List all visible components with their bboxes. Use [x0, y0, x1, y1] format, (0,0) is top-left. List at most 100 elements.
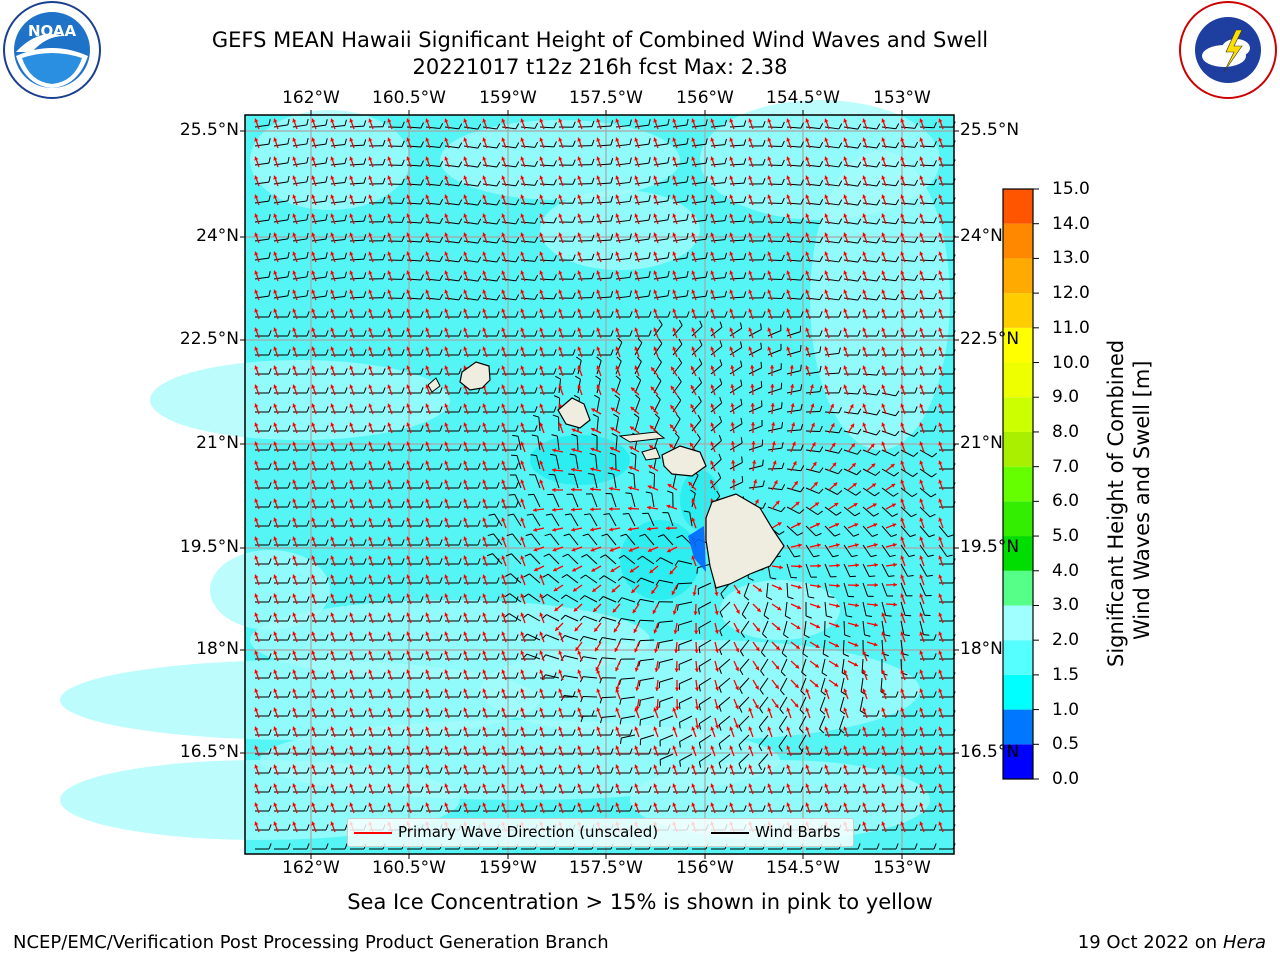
wave-direction-arrowhead: [577, 118, 582, 123]
wave-direction-arrowhead: [805, 308, 810, 313]
wind-barb: [779, 696, 788, 710]
wind-barb: [881, 411, 896, 417]
wave-direction-arrowhead: [349, 498, 354, 503]
wind-barb-tick: [553, 293, 557, 300]
wind-barb: [667, 512, 674, 527]
wind-barb: [653, 276, 668, 280]
wind-barb-tick: [477, 123, 482, 130]
wind-barb-tick: [325, 539, 329, 546]
wind-barb: [672, 162, 687, 166]
wave-direction-arrowhead: [854, 543, 859, 548]
wave-direction-arrowhead: [881, 156, 886, 161]
wind-barb-tick: [496, 349, 500, 356]
wind-barb-tick: [382, 501, 386, 508]
wave-direction-arrowhead: [558, 631, 563, 636]
wind-barb: [805, 487, 820, 494]
wave-direction-arrowhead: [387, 498, 392, 503]
wave-direction-arrowhead: [330, 308, 335, 313]
wind-barb-tick: [268, 330, 272, 337]
wind-barb-tick: [306, 406, 310, 413]
wind-barb-tick: [439, 349, 443, 356]
wind-barb-tick: [534, 691, 538, 698]
wind-barb-tick: [591, 253, 595, 260]
wave-direction-arrowhead: [748, 232, 753, 237]
wave-direction-arrowhead: [653, 213, 658, 218]
wind-barb-tick: [382, 672, 386, 679]
wave-direction-arrowhead: [767, 251, 772, 256]
wind-barb: [615, 257, 630, 261]
wind-barb-tick: [676, 413, 681, 420]
wave-direction-arrowhead: [596, 384, 601, 389]
wave-direction-arrowhead: [501, 251, 506, 256]
wave-direction-arrowhead: [520, 403, 525, 408]
wave-direction-arrowhead: [520, 555, 525, 560]
wind-barb: [642, 555, 655, 565]
wave-direction-arrowhead: [691, 308, 696, 313]
wave-direction-arrowhead: [368, 441, 373, 446]
wave-direction-arrowhead: [482, 479, 487, 484]
wave-direction-arrowhead: [292, 270, 297, 275]
wind-barb-tick: [591, 330, 595, 337]
wind-barb: [761, 620, 769, 635]
wind-barb: [330, 182, 345, 185]
wind-barb: [444, 221, 459, 225]
wind-barb: [862, 183, 877, 187]
wave-direction-arrowhead: [558, 289, 563, 294]
wind-barb-tick: [458, 596, 462, 603]
wave-direction-arrowhead: [615, 232, 620, 237]
wind-barb-tick: [637, 337, 643, 344]
wind-barb: [786, 429, 801, 432]
wind-barb: [805, 297, 820, 301]
wind-barb-tick: [801, 671, 807, 677]
wind-barb-tick: [639, 700, 641, 707]
wind-barb-tick: [496, 123, 501, 130]
wind-barb-tick: [401, 463, 405, 470]
wind-barb: [653, 473, 656, 489]
wind-barb: [820, 677, 826, 692]
wind-barb: [311, 238, 326, 242]
wind-barb: [531, 533, 541, 546]
wind-barb: [501, 202, 516, 206]
wave-direction-arrowhead: [482, 631, 487, 636]
wind-barb-tick: [902, 653, 909, 656]
wind-barb: [729, 346, 743, 356]
wind-barb: [862, 468, 876, 476]
wave-direction-arrowhead: [843, 251, 848, 256]
wind-barb: [698, 677, 712, 686]
wave-direction-arrowhead: [919, 327, 924, 332]
wave-direction-arrowhead: [611, 388, 616, 392]
wind-barb-tick: [268, 119, 271, 126]
wind-barb-tick: [819, 218, 824, 224]
wave-direction-arrowhead: [824, 137, 829, 142]
wave-direction-arrowhead: [786, 251, 791, 256]
wind-barb-tick: [846, 615, 853, 618]
wind-barb-tick: [306, 653, 310, 660]
wind-barb-tick: [838, 387, 842, 394]
wind-barb-tick: [893, 492, 899, 497]
wind-barb-tick: [834, 533, 841, 537]
wind-barb-tick: [363, 177, 367, 184]
wind-barb: [647, 513, 655, 527]
wave-direction-arrowhead: [666, 504, 671, 509]
wind-barb-tick: [667, 137, 670, 145]
wave-direction-arrowhead: [881, 631, 886, 636]
wave-direction-arrowhead: [938, 137, 943, 142]
wind-barb-tick: [800, 217, 804, 224]
wind-barb-tick: [563, 533, 570, 537]
wave-direction-arrowhead: [463, 327, 468, 332]
wind-barb-tick: [838, 161, 843, 168]
wave-direction-arrowhead: [729, 251, 734, 256]
wind-barb: [710, 459, 722, 470]
wind-barb: [819, 696, 826, 711]
wind-barb: [520, 297, 535, 300]
wind-barb-tick: [923, 634, 930, 636]
wave-direction-arrowhead: [444, 612, 449, 617]
wave-direction-arrowhead: [690, 404, 695, 409]
wind-barb-tick: [420, 653, 424, 660]
wind-barb: [532, 513, 541, 527]
wave-direction-arrowhead: [349, 327, 354, 332]
wind-barb-tick: [638, 660, 641, 667]
wind-barb-tick: [781, 159, 785, 166]
wind-barb-tick: [363, 387, 367, 394]
wind-barb: [900, 487, 913, 498]
